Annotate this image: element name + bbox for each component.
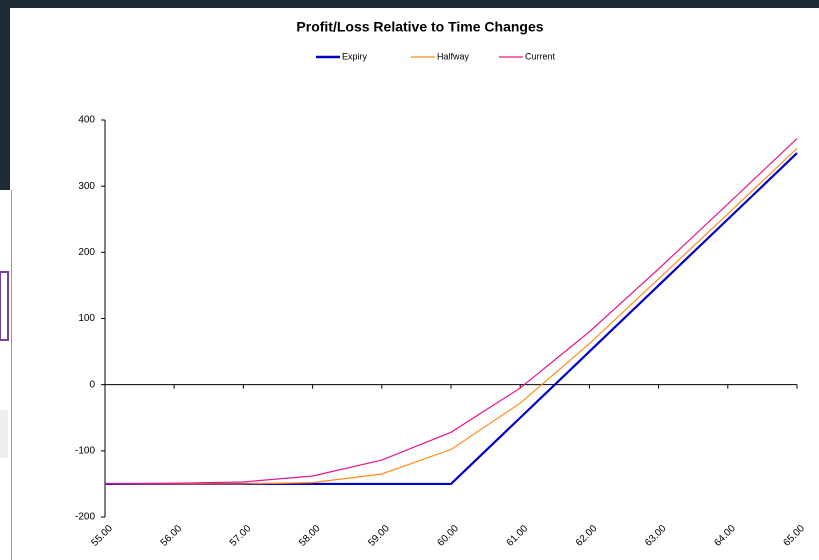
chart-title: Profit/Loss Relative to Time Changes bbox=[296, 19, 543, 35]
y-tick-label: 200 bbox=[78, 247, 95, 258]
series-line bbox=[104, 138, 798, 485]
y-tick-label: 0 bbox=[89, 379, 95, 390]
x-tick-label: 58.00 bbox=[297, 523, 323, 549]
series-line bbox=[105, 152, 798, 486]
legend-label: Halfway bbox=[437, 51, 470, 61]
legend-label: Expiry bbox=[342, 51, 368, 61]
x-tick-label: 57.00 bbox=[228, 523, 254, 549]
legend-label: Current bbox=[525, 51, 556, 61]
y-tick-label: 100 bbox=[78, 313, 95, 324]
x-tick-label: 60.00 bbox=[436, 523, 462, 549]
series-line bbox=[105, 148, 798, 485]
side-box bbox=[0, 410, 8, 458]
x-tick-label: 65.00 bbox=[782, 523, 808, 549]
side-box bbox=[0, 271, 9, 341]
x-tick-label: 62.00 bbox=[574, 523, 600, 549]
x-tick-label: 55.00 bbox=[90, 523, 116, 549]
y-tick-label: 400 bbox=[78, 115, 95, 126]
x-tick-label: 56.00 bbox=[159, 523, 185, 549]
y-tick-label: -200 bbox=[75, 512, 95, 523]
x-tick-label: 63.00 bbox=[643, 523, 669, 549]
top-bar bbox=[0, 0, 819, 8]
x-tick-label: 64.00 bbox=[712, 523, 738, 549]
y-tick-label: -100 bbox=[75, 445, 95, 456]
x-tick-label: 61.00 bbox=[505, 523, 531, 549]
x-tick-label: 59.00 bbox=[366, 523, 392, 549]
y-tick-label: 300 bbox=[78, 181, 95, 192]
side-panel bbox=[0, 0, 10, 190]
